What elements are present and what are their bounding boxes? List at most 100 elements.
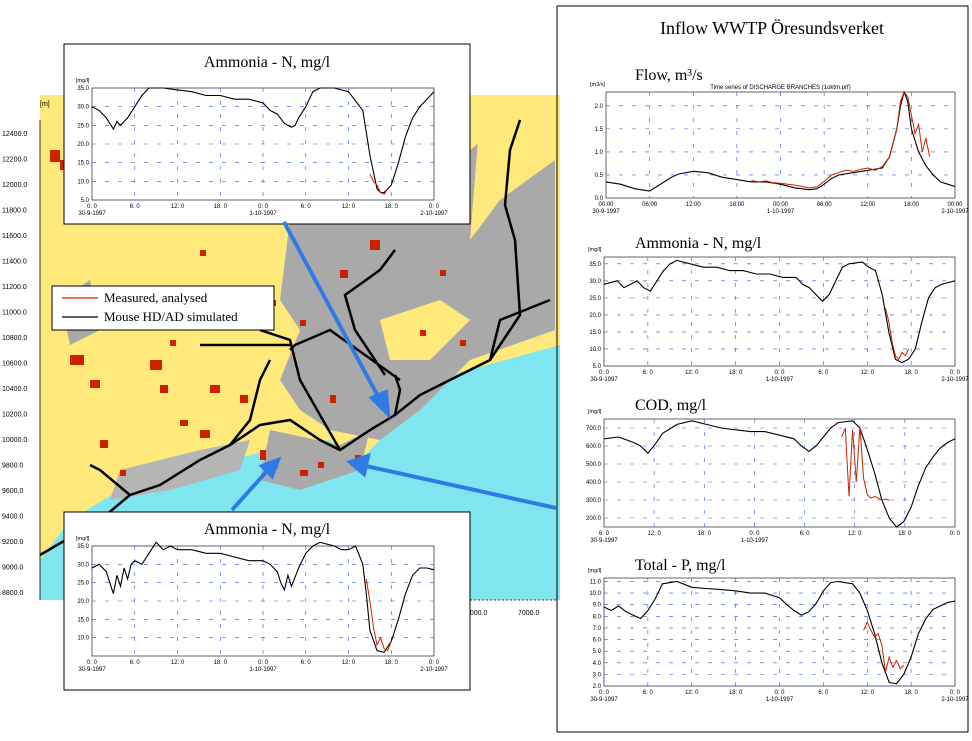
chart-title: Ammonia - N, mg/l [204,54,331,71]
map-y-tick: 11800.0 [2,208,27,215]
x-tick-label: 18:00 [904,202,920,208]
chart-title: COD, mg/l [635,397,707,414]
x-tick-label: 1-10-1997 [249,211,277,217]
sewer-network [39,119,551,557]
chart-frame [63,43,471,225]
x-tick-label: 0: 0 [950,690,961,696]
x-tick-label: 12:00 [860,202,876,208]
series-measured [863,620,905,673]
map-y-tick: 12000.0 [2,182,27,189]
map-y-axis: 12400.0 12200.0 12000.0 11800.0 11600.0 11400… [2,120,41,600]
map-y-tick: 9600.0 [2,488,24,495]
map-y-tick: 11000.0 [2,310,27,317]
y-tick-label: 3.0 [593,672,602,678]
y-tick-label: 25.0 [589,296,601,302]
x-tick-label: 0: 0 [774,690,785,696]
y-tick-label: 35.0 [77,544,89,550]
map-red-building [355,455,361,459]
y-tick-label: 30.0 [589,279,601,285]
series-measured [369,173,389,196]
map-legend: Measured, analysed Mouse HD/AD simulated [51,285,275,331]
x-tick-label: 30-9-1997 [78,667,106,673]
x-tick-label: 18: 0 [385,204,399,210]
x-tick-label: 2-10-1997 [941,209,969,215]
series-simulated [605,90,956,192]
x-tick-label: 12: 0 [171,660,185,666]
legend-simulated-label: Mouse HD/AD simulated [104,309,238,324]
chart-subtitle: Time series of DISCHARGE BRANCHES (1oktm… [710,85,850,91]
y-tick-label: 20.0 [77,599,89,605]
x-tick-label: 18: 0 [729,690,743,696]
map-y-tick: 10000.0 [2,437,27,444]
y-tick-label: 20.0 [589,313,601,319]
series-simulated [603,420,956,528]
x-tick-label: 30-9-1997 [590,377,618,383]
x-tick-label: 0: 0 [258,660,269,666]
x-tick-label: 30-9-1997 [590,538,618,544]
x-tick-label: 18: 0 [898,531,912,537]
y-tick-label: 15.0 [77,617,89,623]
map-x-tick: 6000.0 [466,610,488,617]
y-tick-label: 15.0 [589,330,601,336]
map-red-building [240,395,248,403]
x-tick-label: 0: 0 [950,531,961,537]
series-simulated [603,580,956,685]
y-tick-label: 600.0 [586,444,602,450]
series-measured [841,426,890,501]
x-tick-label: 30-9-1997 [592,209,620,215]
map-y-tick: 9800.0 [2,463,24,470]
x-tick-label: 00:00 [598,202,614,208]
map-red-building [50,150,60,162]
map-x-tick: 7000.0 [518,610,540,617]
arrow-head-right [346,452,371,478]
x-tick-label: 0: 0 [429,660,440,666]
x-tick-label: 12: 0 [861,690,875,696]
y-tick-label: 10.0 [77,636,89,642]
x-tick-label: 18: 0 [385,660,399,666]
y-tick-label: 400.0 [586,480,602,486]
x-tick-label: 0: 0 [429,204,440,210]
map-red-building [330,395,336,403]
y-tick-label: 2.0 [595,104,604,110]
x-tick-label: 6: 0 [818,370,829,376]
x-tick-label: 6: 0 [130,204,141,210]
x-tick-label: 18:00 [729,202,745,208]
series-measured [885,307,910,361]
plot-area [603,418,956,528]
chart-unit-label: [mg/l] [588,568,602,574]
map-red-building [318,462,324,468]
y-tick-label: 10.0 [77,179,89,185]
y-tick-label: 30.0 [77,562,89,568]
x-tick-label: 30-9-1997 [78,211,106,217]
map-red-building [460,340,466,346]
y-tick-label: 25.0 [77,123,89,129]
arrow-top-to-network [282,221,382,401]
map-y-tick: 11200.0 [2,284,27,291]
arrow-right-to-network [365,464,557,510]
chart-title: Flow, m³/s [635,67,703,84]
x-tick-label: 12: 0 [861,370,875,376]
y-tick-label: 200.0 [586,516,602,522]
x-tick-label: 00:00 [773,202,789,208]
map-red-building [200,250,206,256]
y-tick-label: 300.0 [586,498,602,504]
x-tick-label: 12:00 [686,202,702,208]
chart-unit-label: [mg/l] [76,536,90,542]
y-tick-label: 15.0 [77,161,89,167]
right-panel-frame [556,5,969,733]
x-tick-label: 6: 0 [301,660,312,666]
y-tick-label: 5.0 [593,364,602,370]
x-tick-label: 18: 0 [904,370,918,376]
x-tick-label: 0: 0 [599,370,610,376]
map-dock-grey [110,440,250,500]
x-tick-label: 0: 0 [774,370,785,376]
map-red-building [420,330,426,336]
x-tick-label: 1-10-1997 [741,538,769,544]
series-simulated [91,541,435,653]
map-red-building [90,380,100,388]
map-y-tick: 10600.0 [2,361,27,368]
map-red-building [300,320,306,326]
y-tick-label: 9.0 [593,603,602,609]
